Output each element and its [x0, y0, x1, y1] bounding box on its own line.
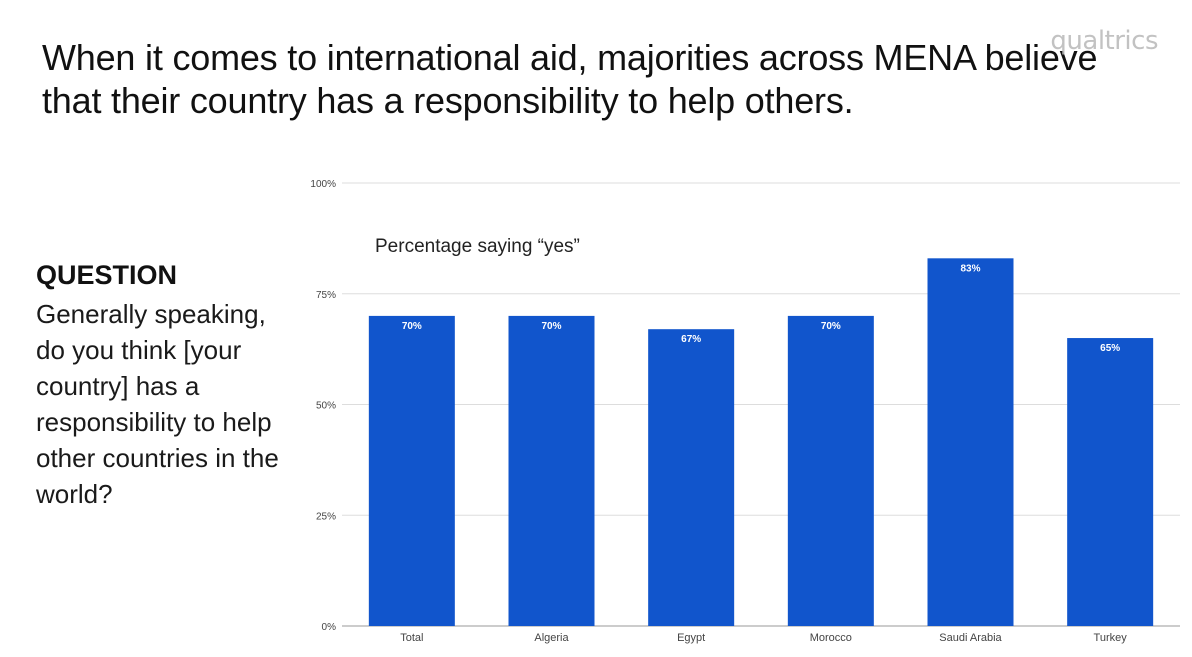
data-label: 70% — [821, 321, 841, 332]
bar — [508, 315, 595, 626]
y-tick-label: 0% — [322, 622, 337, 633]
bar — [648, 329, 735, 626]
data-label: 70% — [541, 321, 561, 332]
bar-chart-svg: 0% 25% 50% 75% 100% 70% Total 70% Algeria 67% Egyp… — [310, 179, 1180, 644]
data-label: 83% — [960, 263, 980, 274]
x-tick-label: Egypt — [677, 632, 705, 644]
y-tick-label: 75% — [316, 290, 336, 301]
question-heading: QUESTION — [36, 260, 178, 290]
page-title: When it comes to international aid, majo… — [42, 37, 1098, 121]
question-text: Generally speaking, do you think [your c… — [36, 299, 279, 509]
data-label: 70% — [402, 321, 422, 332]
x-tick-label: Turkey — [1094, 632, 1128, 644]
data-label: 65% — [1100, 343, 1120, 354]
bar — [787, 315, 874, 626]
bar-chart: 0% 25% 50% 75% 100% 70% Total 70% Algeria 67% Egyp… — [290, 168, 1192, 657]
y-tick-label: 25% — [316, 511, 336, 522]
x-tick-label: Total — [400, 632, 423, 644]
y-tick-label: 50% — [316, 401, 336, 412]
y-tick-label: 100% — [310, 179, 336, 190]
bar — [1067, 338, 1154, 626]
x-tick-label: Saudi Arabia — [939, 632, 1002, 644]
bar — [368, 315, 455, 626]
chart-caption: Percentage saying “yes” — [375, 236, 580, 257]
data-label: 67% — [681, 334, 701, 345]
x-tick-label: Morocco — [810, 632, 852, 644]
bar — [927, 258, 1014, 626]
qualtrics-logo: qualtrics — [1050, 26, 1158, 56]
x-tick-label: Algeria — [534, 632, 569, 644]
